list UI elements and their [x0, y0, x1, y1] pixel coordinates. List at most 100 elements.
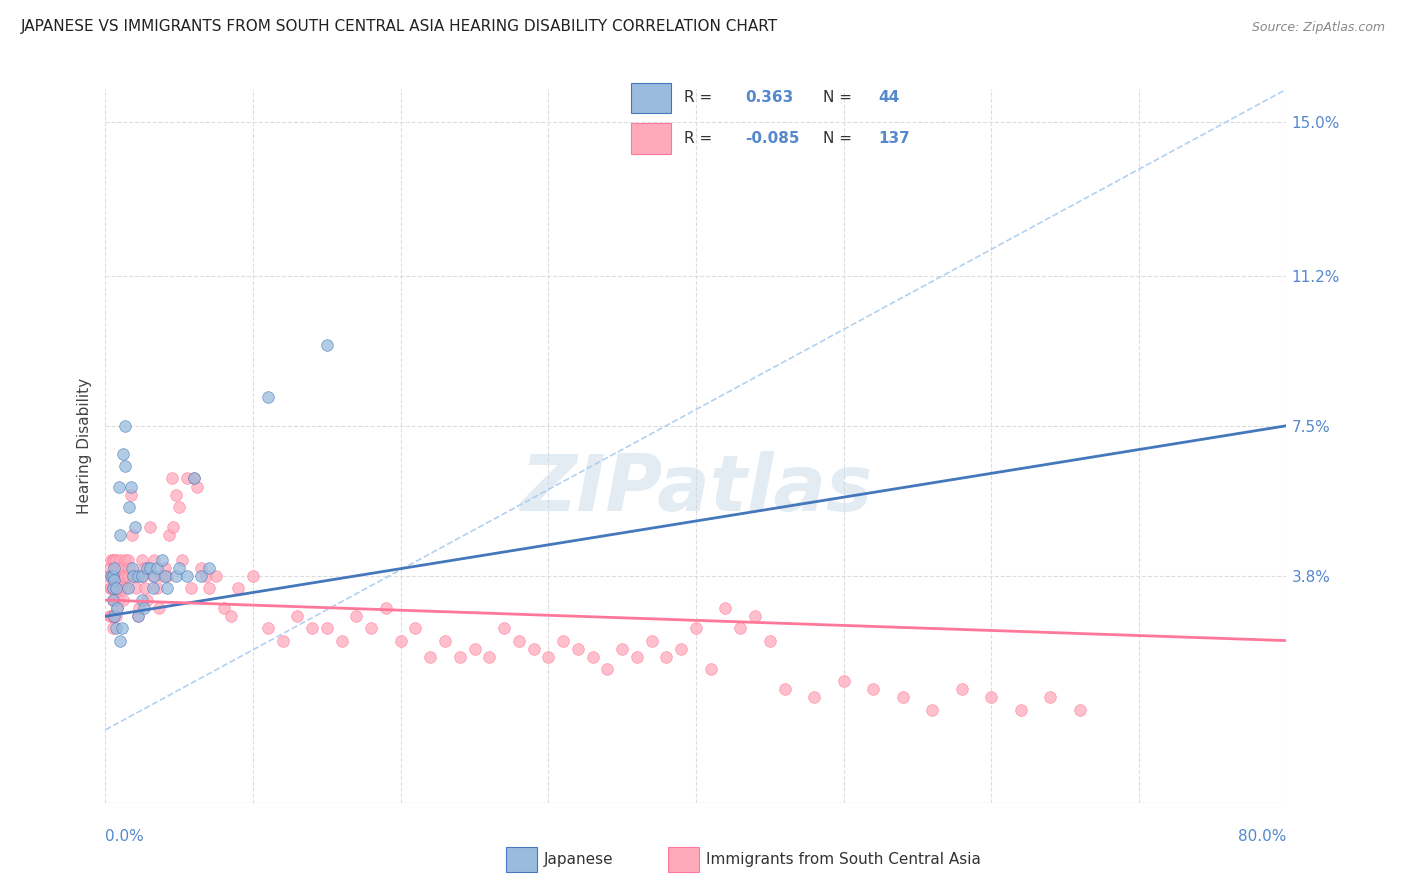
Point — [101, 552, 124, 566]
Point — [197, 581, 219, 595]
Point — [256, 390, 278, 404]
Point — [103, 609, 125, 624]
Point — [122, 568, 145, 582]
Point — [124, 568, 146, 582]
Point — [176, 471, 198, 485]
Point — [271, 633, 294, 648]
Point — [567, 641, 589, 656]
Text: N =: N = — [823, 131, 852, 146]
Point — [190, 560, 212, 574]
Point — [111, 577, 134, 591]
Point — [449, 649, 471, 664]
Point — [107, 479, 129, 493]
Text: 0.363: 0.363 — [745, 90, 794, 105]
Point — [125, 581, 148, 595]
Point — [142, 581, 165, 595]
Point — [194, 568, 217, 582]
Point — [121, 528, 143, 542]
Text: 44: 44 — [879, 90, 900, 105]
Point — [165, 488, 187, 502]
Point — [127, 609, 149, 624]
Point — [143, 568, 166, 582]
Point — [98, 609, 121, 624]
Point — [135, 593, 157, 607]
Point — [389, 633, 412, 648]
Point — [100, 568, 122, 582]
Point — [157, 528, 180, 542]
Point — [120, 488, 142, 502]
Point — [101, 581, 124, 595]
Text: Japanese: Japanese — [544, 853, 614, 867]
Point — [419, 649, 441, 664]
Point — [97, 568, 120, 582]
Point — [891, 690, 914, 705]
Point — [110, 552, 132, 566]
Point — [103, 560, 125, 574]
Point — [169, 560, 191, 574]
Point — [522, 641, 544, 656]
Point — [405, 622, 427, 636]
Point — [180, 581, 202, 595]
Point — [1039, 690, 1062, 705]
Point — [107, 568, 129, 582]
Point — [104, 581, 127, 595]
Point — [124, 520, 146, 534]
Point — [131, 568, 153, 582]
Point — [464, 641, 486, 656]
Point — [100, 568, 122, 582]
Point — [156, 568, 179, 582]
FancyBboxPatch shape — [631, 83, 671, 113]
Point — [101, 593, 124, 607]
Point — [744, 609, 766, 624]
Point — [581, 649, 603, 664]
Point — [655, 649, 678, 664]
Point — [104, 568, 127, 582]
Point — [105, 581, 128, 595]
Point — [98, 560, 121, 574]
Point — [219, 609, 242, 624]
Point — [226, 581, 250, 595]
Point — [100, 552, 122, 566]
Point — [212, 601, 235, 615]
Point — [128, 601, 150, 615]
Point — [117, 552, 139, 566]
Text: R =: R = — [683, 131, 711, 146]
Point — [127, 609, 149, 624]
Y-axis label: Hearing Disability: Hearing Disability — [77, 378, 93, 514]
Point — [671, 641, 693, 656]
Point — [110, 528, 132, 542]
Point — [330, 633, 353, 648]
Point — [242, 568, 264, 582]
Point — [551, 633, 574, 648]
Point — [143, 552, 166, 566]
Point — [160, 471, 183, 485]
Point — [127, 568, 149, 582]
Point — [104, 552, 127, 566]
Point — [360, 622, 382, 636]
Point — [138, 560, 162, 574]
Point — [112, 568, 135, 582]
Point — [183, 471, 205, 485]
Point — [537, 649, 560, 664]
Point — [131, 593, 153, 607]
Point — [110, 633, 132, 648]
Point — [921, 702, 943, 716]
Point — [153, 560, 176, 574]
Point — [104, 581, 127, 595]
Point — [346, 609, 368, 624]
Point — [132, 560, 155, 574]
Point — [132, 601, 155, 615]
Point — [134, 581, 156, 595]
Point — [162, 520, 184, 534]
Point — [112, 593, 135, 607]
Text: Immigrants from South Central Asia: Immigrants from South Central Asia — [706, 853, 981, 867]
Point — [101, 593, 124, 607]
Point — [714, 601, 737, 615]
Text: 0.0%: 0.0% — [105, 830, 145, 844]
Point — [150, 552, 173, 566]
Point — [434, 633, 457, 648]
Point — [640, 633, 664, 648]
FancyBboxPatch shape — [631, 123, 671, 153]
Text: 137: 137 — [879, 131, 910, 146]
Point — [176, 568, 198, 582]
